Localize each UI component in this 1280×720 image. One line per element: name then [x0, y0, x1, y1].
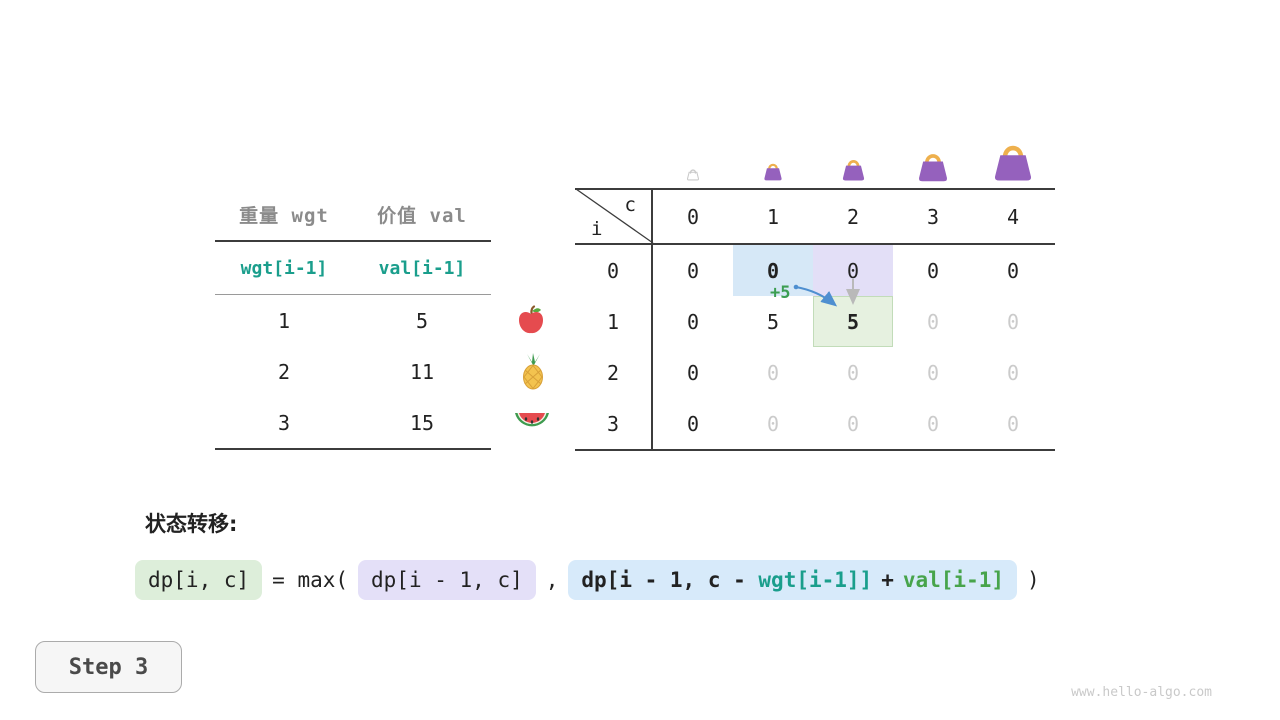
dp-corner-cell: c i [575, 190, 653, 243]
row-header-1: 1 [575, 296, 653, 347]
dp-cell-2-0: 0 [686, 360, 700, 385]
dp-cell-2-3: 0 [926, 360, 940, 385]
dp-cell-0-2: 0 [813, 245, 893, 296]
bag-size-4-icon [994, 145, 1032, 181]
formula-arg2-plus: + [881, 568, 894, 592]
corner-row-label: i [591, 218, 603, 240]
val-expression: val[i-1] [378, 257, 466, 279]
dp-cell-1-3: 0 [926, 309, 940, 334]
wgt-expression: wgt[i-1] [240, 257, 328, 279]
dp-cell-1-2: 5 [813, 296, 893, 347]
dp-cell-3-4: 0 [1006, 411, 1020, 436]
dp-row-2: 2 0 0 0 0 0 [575, 347, 1055, 398]
formula-arg2-wgt: wgt[i-1]] [758, 568, 873, 592]
step-button[interactable]: Step 3 [35, 641, 182, 693]
formula-eq-max: = max( [272, 568, 349, 592]
dp-cell-2-4: 0 [1006, 360, 1020, 385]
row-header-3: 3 [575, 398, 653, 449]
item-1-value: 5 [415, 308, 429, 333]
dp-row-3: 3 0 0 0 0 0 [575, 398, 1055, 449]
col-header-3: 3 [926, 204, 940, 229]
formula-arg2-prefix: dp[i - 1, c - [581, 568, 759, 592]
dp-cell-0-4: 0 [1006, 258, 1020, 283]
pineapple-icon [523, 353, 543, 390]
dp-cell-1-4: 0 [1006, 309, 1020, 334]
formula-close-paren: ) [1027, 568, 1040, 592]
dp-table-header: c i 0 1 2 3 4 [575, 190, 1055, 245]
dp-cell-1-1: 5 [766, 309, 780, 334]
item-3-weight: 3 [277, 410, 291, 435]
item-row-1: 1 5 [215, 295, 491, 346]
row-header-2: 2 [575, 347, 653, 398]
item-row-2: 2 11 [215, 346, 491, 397]
bag-size-1-icon [764, 163, 782, 181]
items-table: 重量 wgt 价值 val wgt[i-1] val[i-1] 1 5 2 11… [215, 188, 491, 450]
dp-cell-2-2: 0 [846, 360, 860, 385]
formula-lhs-box: dp[i, c] [135, 560, 263, 600]
item-row-3: 3 15 [215, 397, 491, 448]
dp-cell-1-0: 0 [686, 309, 700, 334]
items-table-subheader: wgt[i-1] val[i-1] [215, 242, 491, 295]
col-header-4: 4 [1006, 204, 1020, 229]
dp-row-0: 0 0 0 0 0 0 [575, 245, 1055, 296]
formula-arg1-box: dp[i - 1, c] [358, 560, 536, 600]
dp-cell-3-0: 0 [686, 411, 700, 436]
row-header-0: 0 [575, 245, 653, 296]
items-table-header: 重量 wgt 价值 val [215, 188, 491, 242]
state-transition-label: 状态转移: [145, 512, 238, 536]
item-2-value: 11 [409, 359, 435, 384]
apple-icon [519, 305, 543, 334]
transition-plus-annotation: +5 [770, 283, 791, 303]
col-header-0: 0 [686, 204, 700, 229]
dp-table: c i 0 1 2 3 4 0 0 0 0 0 0 1 0 5 5 0 0 2 [575, 188, 1055, 451]
dp-row-1: 1 0 5 5 0 0 [575, 296, 1055, 347]
formula-arg2-val: val[i-1] [902, 568, 1005, 592]
dp-cell-0-0: 0 [686, 258, 700, 283]
dp-cell-3-2: 0 [846, 411, 860, 436]
dp-cell-2-1: 0 [766, 360, 780, 385]
formula-arg2-box: dp[i - 1, c - wgt[i-1]] + val[i-1] [568, 560, 1018, 600]
value-column-header: 价值 val [377, 204, 467, 227]
dp-cell-3-1: 0 [766, 411, 780, 436]
watermelon-icon [515, 413, 549, 427]
col-header-1: 1 [766, 204, 780, 229]
col-header-2: 2 [846, 204, 860, 229]
corner-col-label: c [624, 194, 636, 216]
bag-size-2-icon [842, 160, 865, 181]
dp-cell-3-3: 0 [926, 411, 940, 436]
item-1-weight: 1 [277, 308, 291, 333]
bag-size-3-icon [918, 154, 948, 182]
weight-column-header: 重量 wgt [239, 204, 329, 227]
formula-comma: , [545, 568, 559, 592]
item-2-weight: 2 [277, 359, 291, 384]
watermark: www.hello-algo.com [1071, 685, 1212, 700]
bag-empty-icon [686, 169, 700, 181]
state-transition-formula: dp[i, c] = max( dp[i - 1, c] , dp[i - 1,… [135, 560, 1050, 600]
dp-cell-0-3: 0 [926, 258, 940, 283]
item-3-value: 15 [409, 410, 435, 435]
